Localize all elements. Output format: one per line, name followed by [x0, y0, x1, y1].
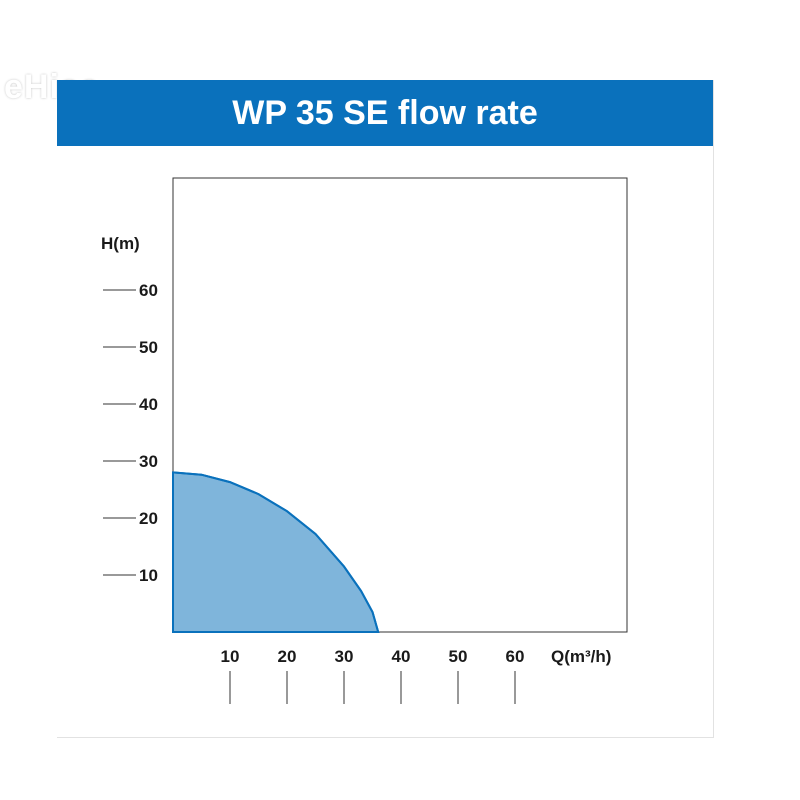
- x-tick-label: 30: [335, 647, 354, 666]
- y-tick-label: 10: [139, 566, 158, 585]
- plot-area-frame: [172, 177, 628, 633]
- x-tick-label: 40: [392, 647, 411, 666]
- chart-card: [57, 80, 714, 738]
- y-tick-label: 20: [139, 509, 158, 528]
- y-tick-label: 50: [139, 338, 158, 357]
- flow-area: [172, 471, 380, 633]
- x-tick-label: 10: [221, 647, 240, 666]
- y-axis-label: H(m): [101, 234, 140, 253]
- y-tick-label: 40: [139, 395, 158, 414]
- x-tick-label: 50: [449, 647, 468, 666]
- title-banner: WP 35 SE flow rate: [57, 80, 713, 146]
- flow-curve: [172, 471, 380, 633]
- x-axis-label: Q(m³/h): [551, 647, 611, 666]
- y-tick-label: 60: [139, 281, 158, 300]
- x-tick-label: 20: [278, 647, 297, 666]
- y-tick-label: 30: [139, 452, 158, 471]
- x-tick-label: 60: [506, 647, 525, 666]
- chart-title: WP 35 SE flow rate: [232, 93, 538, 132]
